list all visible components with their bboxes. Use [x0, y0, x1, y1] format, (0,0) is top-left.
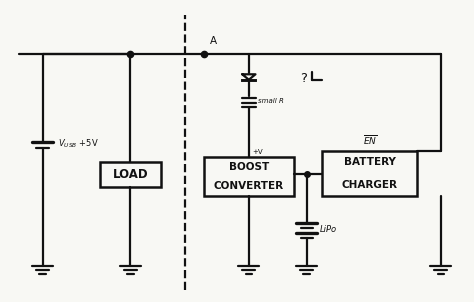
Text: small R: small R — [258, 98, 284, 104]
Bar — [322, 151, 417, 196]
Text: ?: ? — [300, 72, 307, 85]
Text: +V: +V — [252, 149, 263, 155]
Text: CHARGER: CHARGER — [342, 180, 398, 190]
Text: A: A — [210, 36, 217, 46]
Text: BOOST: BOOST — [229, 162, 269, 172]
Text: CONVERTER: CONVERTER — [214, 182, 284, 191]
Text: BATTERY: BATTERY — [344, 157, 396, 167]
Text: $V_{USB}$ +5V: $V_{USB}$ +5V — [58, 137, 99, 150]
Text: LOAD: LOAD — [112, 168, 148, 181]
Bar — [204, 157, 294, 196]
Text: $\overline{EN}$: $\overline{EN}$ — [363, 133, 377, 147]
Text: LiPo: LiPo — [320, 225, 337, 234]
Bar — [100, 162, 161, 187]
